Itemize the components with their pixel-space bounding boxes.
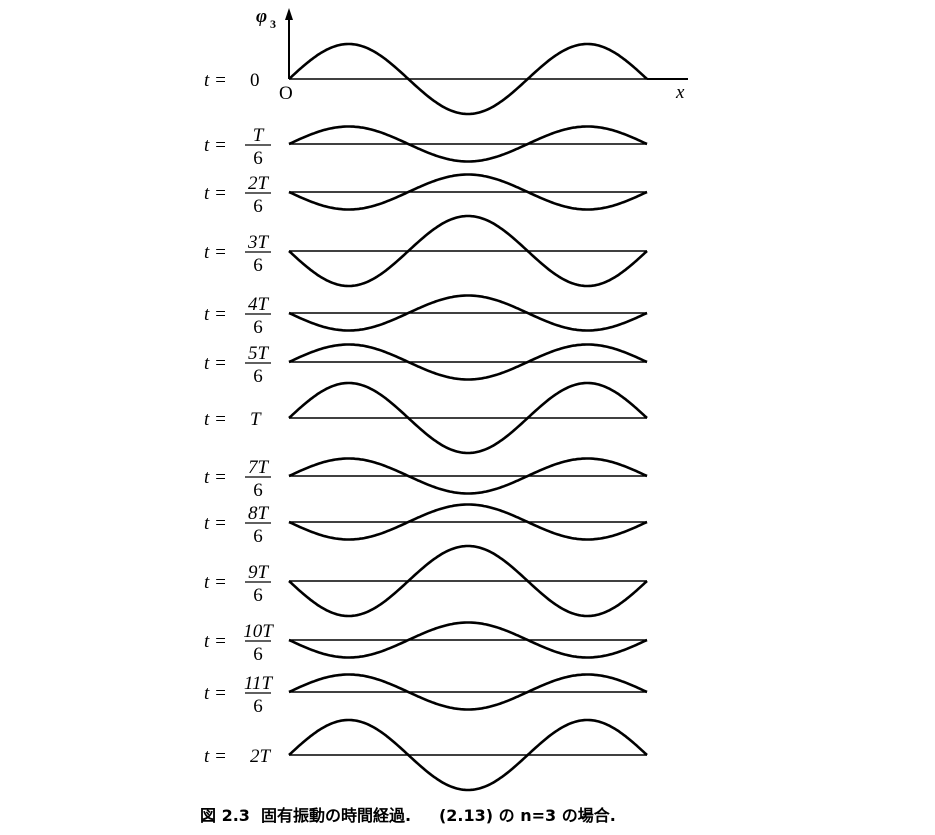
- wave-curve: [288, 621, 648, 659]
- y-axis-subscript: 3: [270, 17, 276, 31]
- time-label-value: 2T: [250, 746, 272, 767]
- time-label-denominator: 6: [253, 148, 263, 169]
- time-label-denominator: 6: [253, 696, 263, 717]
- wave-curve: [288, 718, 648, 792]
- time-label-prefix: t =: [204, 572, 227, 593]
- time-label-numerator: 2T: [248, 173, 270, 194]
- x-axis-label: x: [675, 82, 685, 103]
- time-label-numerator: T: [253, 125, 265, 146]
- wave-curve: [288, 343, 648, 381]
- time-label-numerator: 3T: [247, 232, 270, 253]
- wave-curve: [288, 544, 648, 618]
- time-label-value: 0: [250, 70, 260, 91]
- wave-curve: [288, 125, 648, 163]
- y-axis-label: φ: [256, 6, 267, 27]
- time-label-prefix: t =: [204, 242, 227, 263]
- time-label-denominator: 6: [253, 366, 263, 387]
- wave-curve: [288, 173, 648, 211]
- time-label-denominator: 6: [253, 480, 263, 501]
- time-label-numerator: 11T: [244, 673, 274, 694]
- time-label-denominator: 6: [253, 317, 263, 338]
- time-label-prefix: t =: [204, 631, 227, 652]
- origin-label: O: [279, 83, 293, 104]
- time-label-numerator: 8T: [248, 503, 270, 524]
- wave-curve: [288, 457, 648, 495]
- time-label-numerator: 7T: [248, 457, 270, 478]
- time-label-denominator: 6: [253, 585, 263, 606]
- wave-curve: [288, 294, 648, 332]
- wave-curve: [288, 503, 648, 541]
- time-label-prefix: t =: [204, 304, 227, 325]
- y-axis-arrow-icon: [285, 8, 293, 20]
- time-label-denominator: 6: [253, 196, 263, 217]
- time-label-denominator: 6: [253, 526, 263, 547]
- time-label-prefix: t =: [204, 70, 227, 91]
- time-label-prefix: t =: [204, 683, 227, 704]
- figure-caption: 図 2.3 固有振動の時間経過. (2.13) の n=3 の場合.: [200, 806, 616, 825]
- time-label-prefix: t =: [204, 467, 227, 488]
- time-label-value: T: [250, 409, 262, 430]
- wave-curve: [288, 381, 648, 455]
- wave-curve: [288, 42, 648, 116]
- time-label-numerator: 5T: [248, 343, 270, 364]
- time-label-denominator: 6: [253, 255, 263, 276]
- wave-curve: [288, 673, 648, 711]
- time-label-numerator: 4T: [248, 294, 270, 315]
- time-label-prefix: t =: [204, 183, 227, 204]
- time-label-prefix: t =: [204, 513, 227, 534]
- wave-curve: [288, 214, 648, 288]
- time-label-prefix: t =: [204, 746, 227, 767]
- time-label-denominator: 6: [253, 644, 263, 665]
- time-label-prefix: t =: [204, 409, 227, 430]
- time-label-numerator: 10T: [243, 621, 274, 642]
- time-label-prefix: t =: [204, 353, 227, 374]
- time-label-numerator: 9T: [248, 562, 270, 583]
- time-label-prefix: t =: [204, 135, 227, 156]
